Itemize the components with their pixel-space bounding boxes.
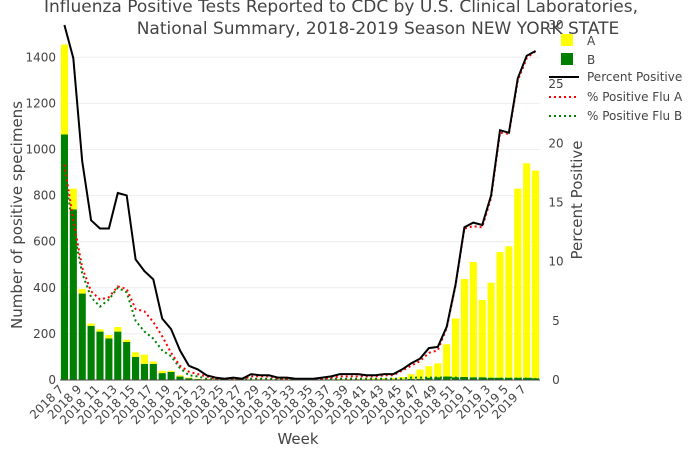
- bar-a-2019-5: [505, 246, 513, 378]
- bar-a-2018-47: [416, 369, 424, 379]
- y2-tick-label-0: 0: [552, 373, 560, 387]
- legend-swatch-a: [561, 34, 573, 46]
- bar-a-2018-21: [185, 377, 193, 379]
- bar-a-2018-17: [149, 361, 157, 364]
- bar-b-2018-48: [425, 377, 433, 380]
- bar-a-2019-3: [487, 282, 495, 378]
- y-tick-label-800: 800: [33, 189, 56, 203]
- bar-a-2018-44: [389, 377, 397, 380]
- bar-a-2018-15: [132, 352, 140, 357]
- bar-b-2018-21: [185, 378, 193, 380]
- bar-b-2019-2: [478, 377, 486, 380]
- bar-a-2018-46: [407, 374, 415, 379]
- bar-b-2018-52: [460, 377, 468, 380]
- bar-b-2018-16: [140, 363, 148, 380]
- y2-tick-label-10: 10: [548, 255, 563, 269]
- bar-b-2018-17: [149, 363, 157, 380]
- bar-b-2018-9: [78, 293, 86, 380]
- bar-a-2018-12: [105, 335, 113, 339]
- bar-a-2019-2: [478, 300, 486, 378]
- bar-series: [60, 44, 540, 380]
- bar-a-2018-52: [460, 279, 468, 378]
- bar-a-2018-10: [87, 323, 95, 326]
- bar-b-2019-6: [514, 377, 522, 380]
- bar-b-2019-5: [505, 377, 513, 380]
- bar-a-2018-18: [158, 370, 166, 374]
- bar-b-2019-1: [469, 377, 477, 380]
- legend-label-flu-a: % Positive Flu A: [587, 90, 683, 104]
- y2-tick-label-5: 5: [552, 314, 560, 328]
- y-tick-label-1400: 1400: [25, 50, 56, 64]
- bar-a-2019-4: [496, 252, 504, 378]
- bar-b-2018-10: [87, 325, 95, 380]
- bar-b-2018-19: [167, 371, 175, 380]
- bar-b-2018-47: [416, 378, 424, 380]
- bar-b-2018-14: [123, 341, 131, 380]
- bar-a-2019-6: [514, 188, 522, 378]
- line-percent-positive: [63, 24, 537, 380]
- y-tick-label-600: 600: [33, 235, 56, 249]
- y-axis-title: Number of positive specimens: [8, 101, 26, 329]
- legend-swatch-b: [561, 53, 573, 65]
- bar-a-2018-8: [69, 188, 77, 210]
- bar-a-2019-7: [523, 163, 531, 378]
- bar-a-2018-7: [60, 44, 68, 135]
- y-tick-label-1200: 1200: [25, 96, 56, 110]
- bar-b-2018-11: [96, 331, 104, 380]
- bar-a-2018-45: [398, 377, 406, 380]
- legend-label-percent-positive: Percent Positive: [587, 70, 682, 84]
- y-tick-label-1000: 1000: [25, 142, 56, 156]
- chart-title-line-2: National Summary, 2018-2019 Season NEW Y…: [137, 19, 620, 39]
- bar-a-2018-48: [425, 366, 433, 378]
- y-tick-label-200: 200: [33, 327, 56, 341]
- bar-a-2018-49: [434, 363, 442, 378]
- y2-tick-label-30: 30: [548, 18, 563, 32]
- bar-b-2018-51: [452, 377, 460, 380]
- bar-a-2018-51: [452, 318, 460, 378]
- legend[interactable]: A B Percent Positive % Positive Flu A % …: [549, 34, 683, 123]
- gridlines: [60, 56, 540, 335]
- chart-title-line-1: Influenza Positive Tests Reported to CDC…: [44, 0, 638, 17]
- bar-a-2019-8: [532, 170, 540, 379]
- bar-a-2018-50: [443, 344, 451, 377]
- bar-b-2018-15: [132, 356, 140, 380]
- y2-axis-title: Percent Positive: [568, 140, 586, 259]
- bar-a-2018-13: [114, 326, 122, 332]
- x-axis-title: Week: [277, 430, 318, 448]
- bar-a-2018-43: [380, 378, 388, 380]
- bar-b-2018-18: [158, 373, 166, 380]
- bar-b-2018-8: [69, 209, 77, 380]
- y-tick-label-0: 0: [48, 373, 56, 387]
- bar-b-2018-12: [105, 338, 113, 380]
- bar-b-2018-49: [434, 377, 442, 380]
- y2-tick-label-20: 20: [548, 136, 563, 150]
- bar-a-2018-20: [176, 375, 184, 377]
- legend-label-b: B: [587, 53, 595, 67]
- y-tick-label-400: 400: [33, 281, 56, 295]
- bar-b-2018-46: [407, 378, 415, 380]
- bar-a-2018-19: [167, 370, 175, 372]
- bar-b-2018-20: [176, 376, 184, 380]
- bar-b-2018-7: [60, 134, 68, 380]
- bar-a-2018-14: [123, 339, 131, 342]
- bar-a-2018-11: [96, 329, 104, 332]
- bar-a-2019-1: [469, 261, 477, 378]
- y2-tick-label-25: 25: [548, 77, 563, 91]
- legend-label-flu-b: % Positive Flu B: [587, 109, 682, 123]
- bar-b-2018-13: [114, 331, 122, 380]
- legend-label-a: A: [587, 34, 596, 48]
- line-series: [63, 24, 537, 381]
- bar-a-2018-9: [78, 288, 86, 294]
- y2-tick-label-15: 15: [548, 196, 563, 210]
- bar-a-2018-16: [140, 354, 148, 364]
